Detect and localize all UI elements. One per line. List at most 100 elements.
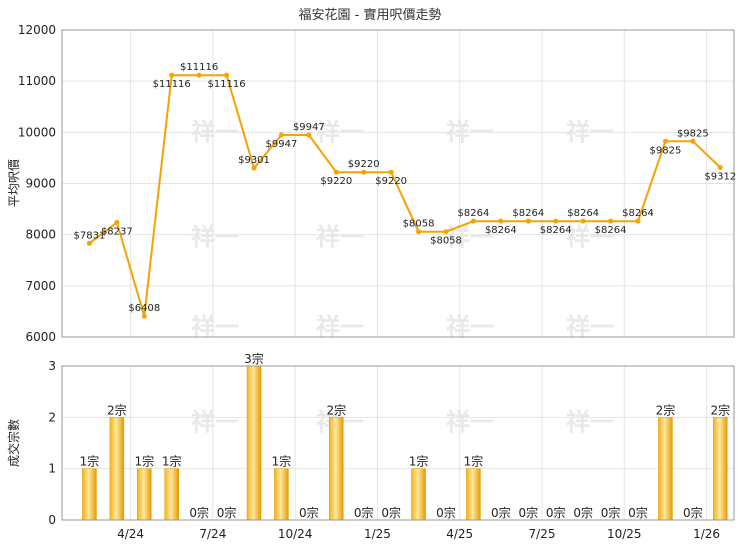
price-point-21 <box>662 138 668 144</box>
count-label-8: 0宗 <box>299 505 319 520</box>
line-y-tick-12000: 12000 <box>18 23 56 37</box>
price-label-1: $8237 <box>101 227 133 238</box>
line-plot-frame <box>61 29 735 338</box>
price-point-19 <box>608 218 614 224</box>
count-label-0: 1宗 <box>80 454 100 469</box>
bar-plot-frame <box>61 365 735 521</box>
x-tick-label-0: 4/24 <box>117 527 144 541</box>
count-bar-12 <box>411 468 426 521</box>
price-label-4: $11116 <box>180 62 218 73</box>
count-bar-0 <box>82 468 97 521</box>
price-point-16 <box>525 218 531 224</box>
price-label-9: $9220 <box>320 176 352 187</box>
watermark-4: 祥一 <box>191 223 239 251</box>
price-point-2 <box>141 313 147 319</box>
price-series-line <box>88 74 721 318</box>
price-point-13 <box>443 229 449 235</box>
price-point-12 <box>416 229 422 235</box>
line-y-tick-9000: 9000 <box>25 177 56 191</box>
line-y-tick-11000: 11000 <box>18 74 56 88</box>
price-label-21: $9825 <box>650 145 682 156</box>
price-label-19: $8264 <box>595 225 627 236</box>
x-tick-label-7: 1/26 <box>693 527 720 541</box>
watermark-9: 祥一 <box>316 313 364 341</box>
count-label-12: 1宗 <box>409 454 429 469</box>
watermark-10: 祥一 <box>446 313 494 341</box>
count-bar-9 <box>329 417 344 521</box>
price-label-20: $8264 <box>622 208 654 219</box>
count-bar-7 <box>274 468 289 521</box>
price-label-8: $9947 <box>293 122 325 133</box>
bar-y-tick-1: 1 <box>48 462 56 476</box>
line-y-axis-title: 平均呎價 <box>7 159 21 207</box>
count-label-19: 0宗 <box>601 505 621 520</box>
price-point-6 <box>251 165 257 171</box>
count-label-10: 0宗 <box>354 505 374 520</box>
count-label-5: 0宗 <box>217 505 237 520</box>
count-label-15: 0宗 <box>491 505 511 520</box>
x-tick-label-6: 10/25 <box>607 527 642 541</box>
bar-y-tick-0: 0 <box>48 513 56 527</box>
price-label-5: $11116 <box>207 79 245 90</box>
price-point-17 <box>553 218 559 224</box>
price-point-14 <box>470 218 476 224</box>
line-y-tick-8000: 8000 <box>25 228 56 242</box>
price-label-23: $9312 <box>704 172 736 183</box>
count-bar-14 <box>466 468 481 521</box>
count-label-6: 3宗 <box>244 351 264 366</box>
x-tick-label-5: 7/25 <box>529 527 556 541</box>
price-point-0 <box>86 240 92 246</box>
price-point-4 <box>196 72 202 78</box>
count-bar-2 <box>137 468 152 521</box>
count-bar-23 <box>713 417 728 521</box>
price-label-3: $11116 <box>153 79 191 90</box>
price-point-20 <box>635 218 641 224</box>
count-label-14: 1宗 <box>464 454 484 469</box>
price-label-14: $8264 <box>458 208 490 219</box>
price-point-3 <box>169 72 175 78</box>
price-label-17: $8264 <box>540 225 572 236</box>
x-tick-label-3: 1/25 <box>364 527 391 541</box>
price-point-22 <box>690 138 696 144</box>
price-point-9 <box>333 169 339 175</box>
count-label-21: 2宗 <box>656 402 676 417</box>
price-label-18: $8264 <box>567 208 599 219</box>
price-label-22: $9825 <box>677 128 709 139</box>
count-bar-21 <box>658 417 673 521</box>
count-label-13: 0宗 <box>436 505 456 520</box>
price-point-15 <box>498 218 504 224</box>
count-label-16: 0宗 <box>518 505 538 520</box>
price-point-1 <box>114 220 120 226</box>
watermark-12: 祥一 <box>191 408 239 436</box>
count-bar-3 <box>164 468 179 521</box>
price-label-0: $7831 <box>74 230 106 241</box>
watermark-14: 祥一 <box>446 408 494 436</box>
count-bar-1 <box>109 417 125 521</box>
price-label-6: $9301 <box>238 155 270 166</box>
count-label-20: 0宗 <box>628 505 648 520</box>
count-label-11: 0宗 <box>381 505 401 520</box>
line-y-tick-10000: 10000 <box>18 125 56 139</box>
price-point-11 <box>388 169 394 175</box>
count-label-9: 2宗 <box>326 402 346 417</box>
watermark-5: 祥一 <box>316 223 364 251</box>
watermark-11: 祥一 <box>566 313 614 341</box>
price-label-16: $8264 <box>512 208 544 219</box>
count-label-2: 1宗 <box>134 454 154 469</box>
price-label-12: $8058 <box>403 219 435 230</box>
x-tick-label-1: 7/24 <box>199 527 226 541</box>
price-point-18 <box>580 218 586 224</box>
x-tick-label-2: 10/24 <box>278 527 313 541</box>
price-label-15: $8264 <box>485 225 517 236</box>
price-point-10 <box>361 169 367 175</box>
price-point-7 <box>278 132 284 138</box>
count-label-17: 0宗 <box>546 505 566 520</box>
watermark-8: 祥一 <box>191 313 239 341</box>
price-label-10: $9220 <box>348 159 380 170</box>
count-label-22: 0宗 <box>683 505 703 520</box>
price-label-13: $8058 <box>430 236 462 247</box>
watermark-7: 祥一 <box>566 223 614 251</box>
count-label-4: 0宗 <box>189 505 209 520</box>
count-bar-6 <box>246 365 262 521</box>
